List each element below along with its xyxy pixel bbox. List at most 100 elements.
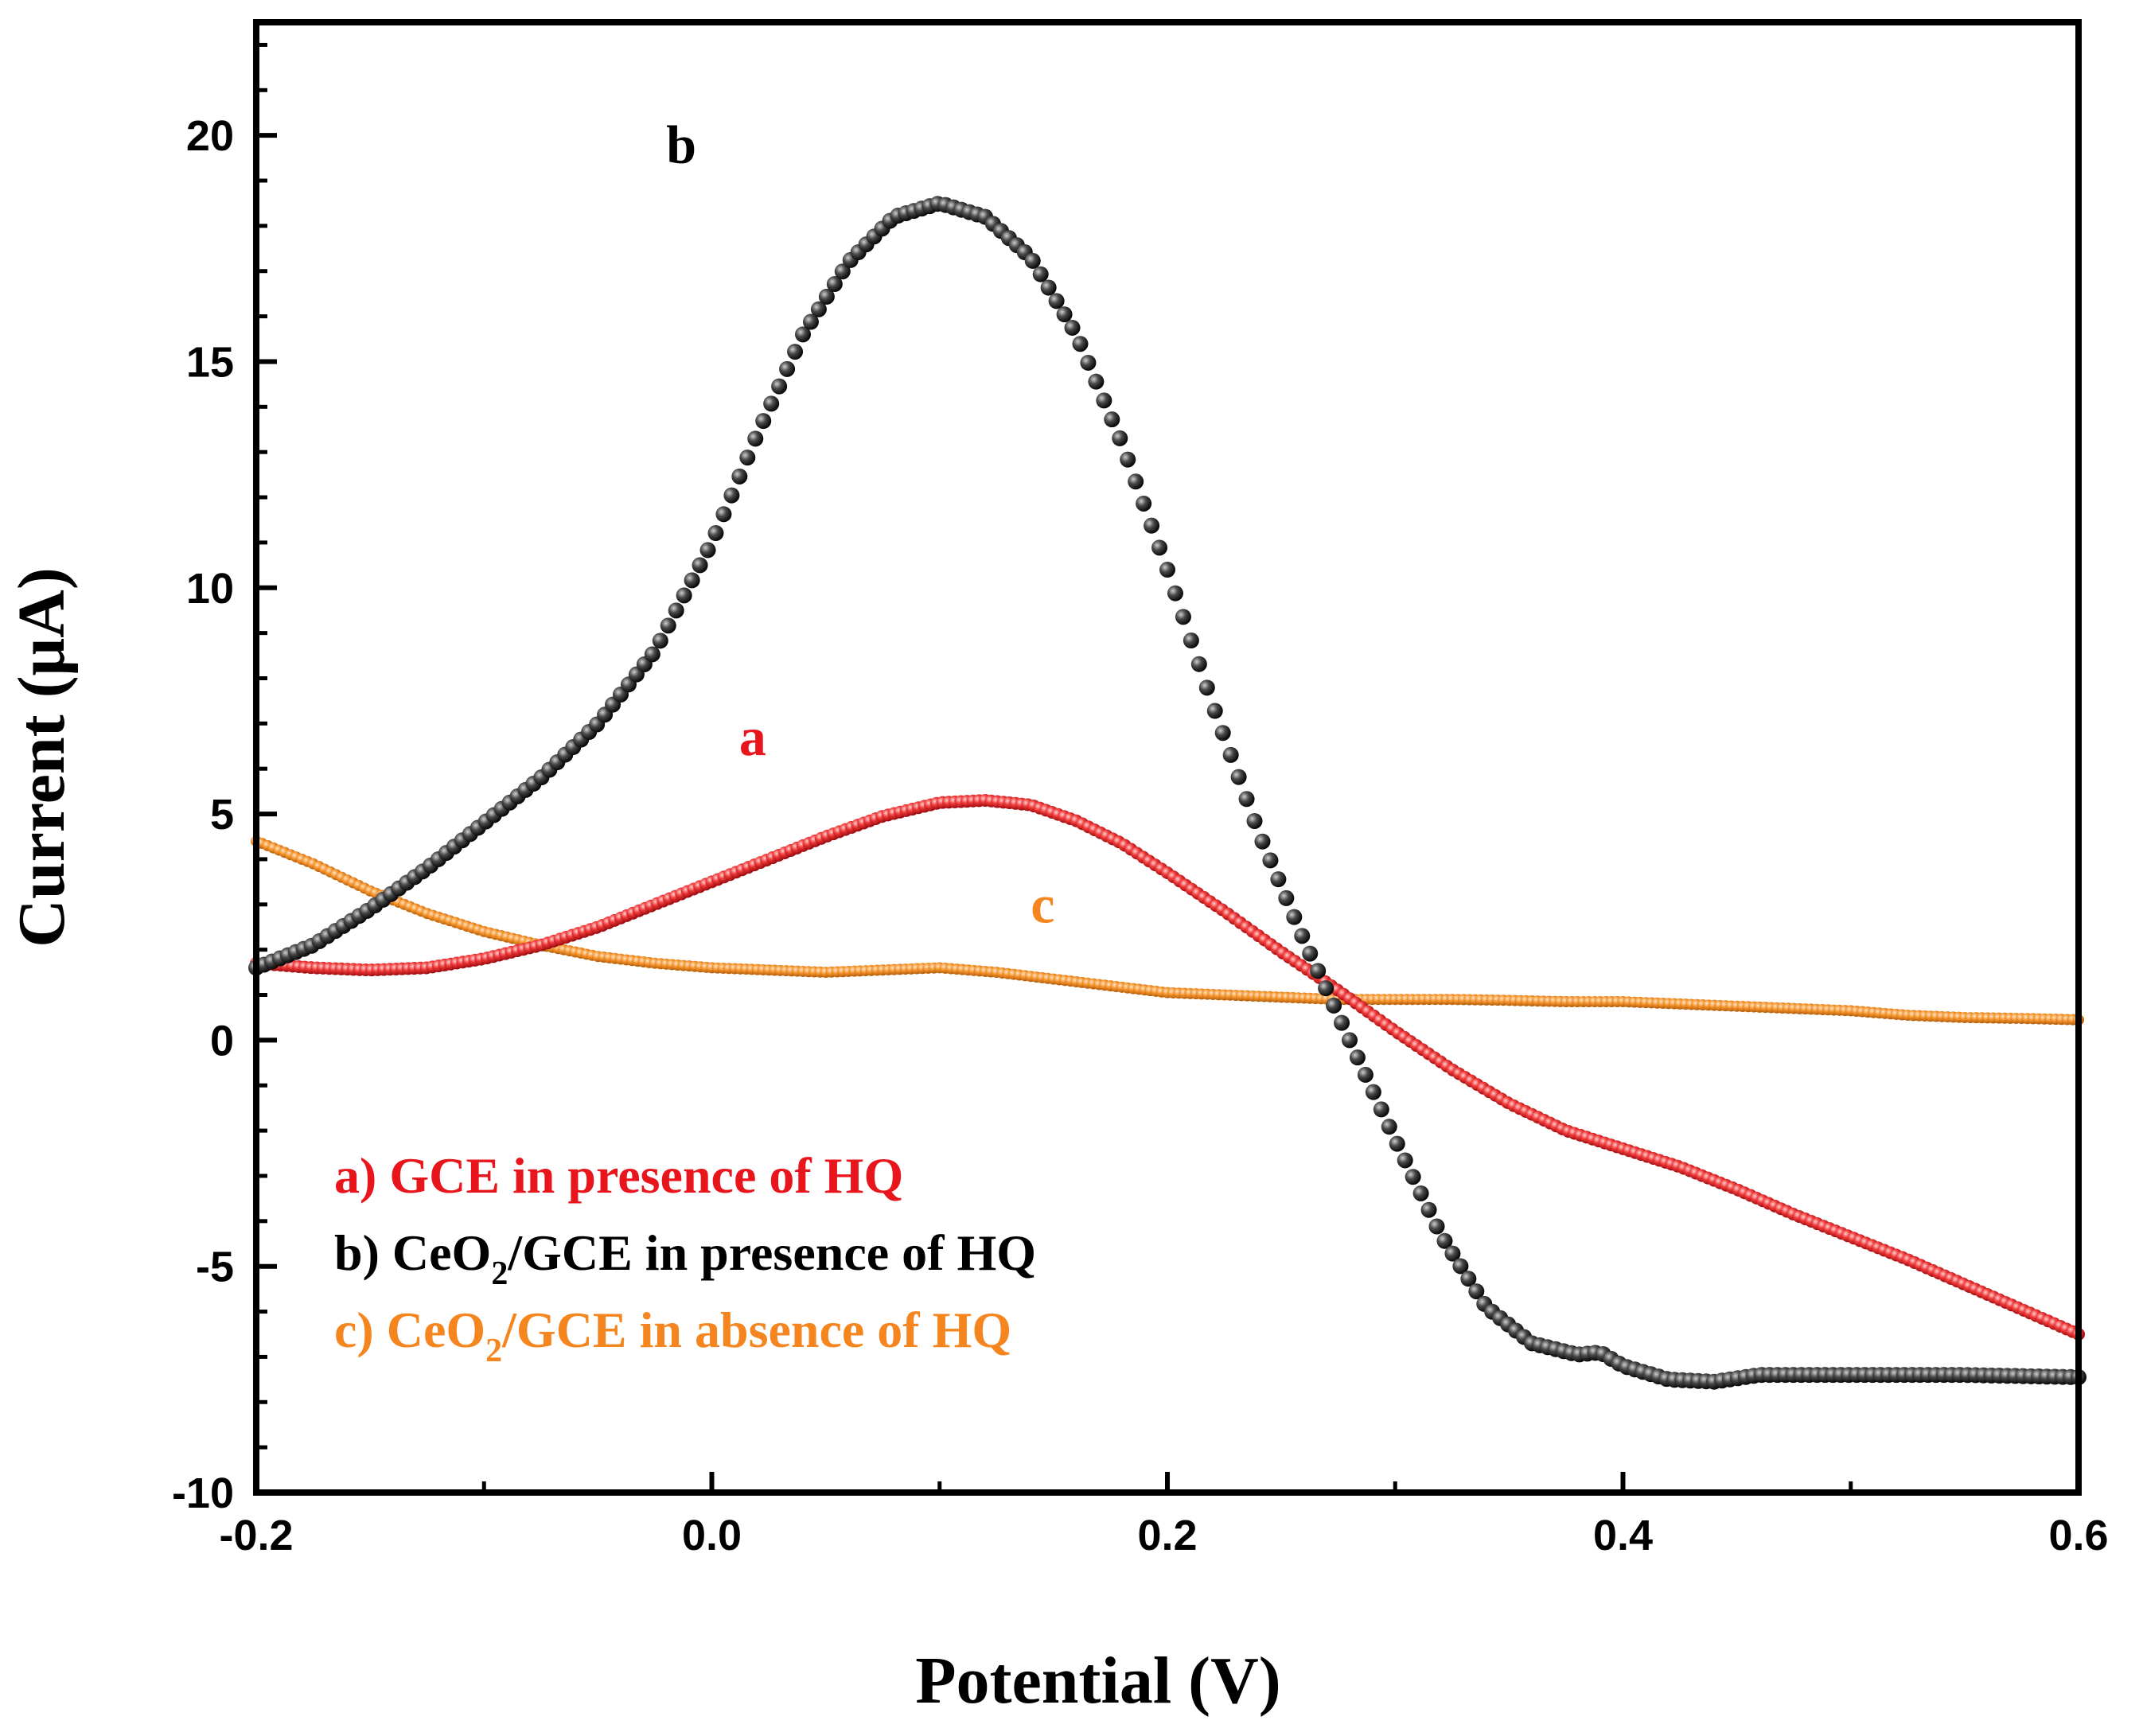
series-b-marker	[1262, 852, 1279, 869]
x-tick-label: 0.2	[1137, 1512, 1197, 1559]
series-b-marker	[1040, 279, 1057, 296]
series-b-marker	[763, 395, 780, 412]
series-b-marker	[1278, 889, 1295, 906]
series-b-marker	[1222, 746, 1239, 763]
series-b-marker	[1444, 1245, 1461, 1262]
series-b-marker	[1064, 319, 1081, 336]
x-tick-label: 0.6	[2048, 1512, 2108, 1559]
series-b-marker	[1175, 609, 1191, 625]
legend-entry-b: b) CeO2/GCE in presence of HQ	[334, 1224, 1036, 1292]
legend-entry-c: c) CeO2/GCE in absence of HQ	[334, 1302, 1011, 1369]
legend-entry-b-sub: 2	[491, 1255, 508, 1292]
series-b-marker	[731, 468, 748, 485]
legend: a) GCE in presence of HQ b) CeO2/GCE in …	[334, 1147, 1036, 1369]
series-b-marker	[1468, 1283, 1485, 1300]
series-b-marker	[684, 572, 700, 589]
series-b-marker	[692, 557, 708, 574]
y-tick-label: -10	[172, 1469, 234, 1517]
series-b-marker	[771, 378, 788, 395]
series-b-marker	[652, 633, 668, 649]
legend-entry-c-suffix: /GCE in absence of HQ	[501, 1302, 1011, 1358]
series-b-marker	[755, 413, 772, 430]
series-b-marker	[1214, 725, 1231, 741]
x-tick-label: 0.4	[1593, 1512, 1653, 1559]
series-b-marker	[795, 326, 811, 343]
y-tick-label: -5	[196, 1244, 234, 1291]
series-b-marker	[1365, 1084, 1381, 1100]
series-b-marker	[1286, 909, 1303, 925]
series-b-marker	[1032, 266, 1049, 282]
series-b-marker	[660, 617, 676, 634]
series-b-marker	[1104, 411, 1120, 428]
series-b-marker	[739, 450, 756, 466]
series-b-marker	[810, 301, 827, 317]
ticks-layer: -0.2 0.0 0.2 0.4 0.6 -10 -5 0 5 10 15 20	[172, 42, 2109, 1559]
series-b-marker	[1190, 656, 1207, 672]
series-b-marker	[715, 506, 732, 523]
y-tick-label: 5	[210, 791, 234, 839]
legend-entry-a: a) GCE in presence of HQ	[334, 1147, 903, 1204]
series-b-marker	[699, 542, 716, 559]
series-b-marker	[1056, 306, 1073, 323]
curve-label-b: b	[666, 114, 696, 174]
legend-entry-b-suffix: /GCE in presence of HQ	[507, 1224, 1036, 1281]
y-tick-label: 10	[186, 565, 234, 613]
series-b-marker	[1460, 1271, 1477, 1287]
series-b-marker	[1096, 392, 1112, 409]
curve-label-a: a	[739, 706, 766, 767]
y-tick-label: 20	[186, 112, 234, 160]
legend-entry-b-prefix: b) CeO	[334, 1224, 491, 1281]
series-b-marker	[1128, 473, 1144, 490]
series-b-marker	[1357, 1066, 1373, 1083]
series-b-marker	[1397, 1152, 1413, 1169]
series-b-marker	[1159, 562, 1175, 578]
series-b-marker	[1088, 373, 1105, 390]
series-b-marker	[1420, 1201, 1437, 1218]
series-b	[248, 196, 2087, 1390]
series-b-marker	[1405, 1169, 1421, 1185]
series-b-marker	[1206, 703, 1223, 719]
series-b-marker	[1048, 293, 1065, 309]
legend-entry-c-prefix: c) CeO	[334, 1302, 485, 1358]
series-a	[250, 794, 2085, 1341]
y-tick-label: 0	[210, 1017, 234, 1065]
series-b-marker	[787, 344, 804, 360]
curve-label-c: c	[1031, 874, 1054, 935]
series-b-marker	[707, 525, 724, 542]
series-b-marker	[1238, 791, 1255, 808]
x-axis-title: Potential (V)	[915, 1644, 1281, 1718]
series-b-marker	[1120, 451, 1136, 468]
series-b-marker	[1428, 1218, 1445, 1235]
series-b-marker	[1326, 997, 1342, 1014]
series-b-marker	[1349, 1049, 1366, 1066]
series-b-marker	[818, 288, 835, 305]
series-b-marker	[1144, 517, 1160, 534]
series-b-marker	[644, 646, 660, 663]
series-b-marker	[1436, 1232, 1453, 1249]
series-c	[251, 835, 2084, 1026]
series-b-marker	[1310, 963, 1327, 979]
series-b-marker	[668, 602, 684, 619]
series-b-marker	[1112, 430, 1128, 446]
series-b-marker	[1294, 928, 1311, 944]
series-b-marker	[1373, 1101, 1389, 1118]
series-b-marker	[1254, 833, 1271, 850]
series-b-marker	[1334, 1014, 1350, 1031]
series-b-marker	[1270, 871, 1287, 888]
x-tick-label: 0.0	[682, 1512, 742, 1559]
series-b-marker	[1136, 495, 1152, 512]
series-b-marker	[1381, 1119, 1397, 1135]
plot-frame	[253, 19, 2082, 1496]
series-b-marker	[826, 276, 843, 293]
series-b-marker	[1452, 1258, 1469, 1275]
series-b-marker	[802, 313, 819, 330]
y-tick-label: 15	[186, 338, 234, 386]
series-b-marker	[723, 487, 740, 504]
series-b-marker	[1246, 812, 1263, 829]
series-b-marker	[1167, 585, 1183, 601]
series-b-marker	[1412, 1185, 1429, 1201]
x-tick-label: -0.2	[219, 1512, 293, 1559]
legend-entry-c-sub: 2	[485, 1333, 502, 1369]
